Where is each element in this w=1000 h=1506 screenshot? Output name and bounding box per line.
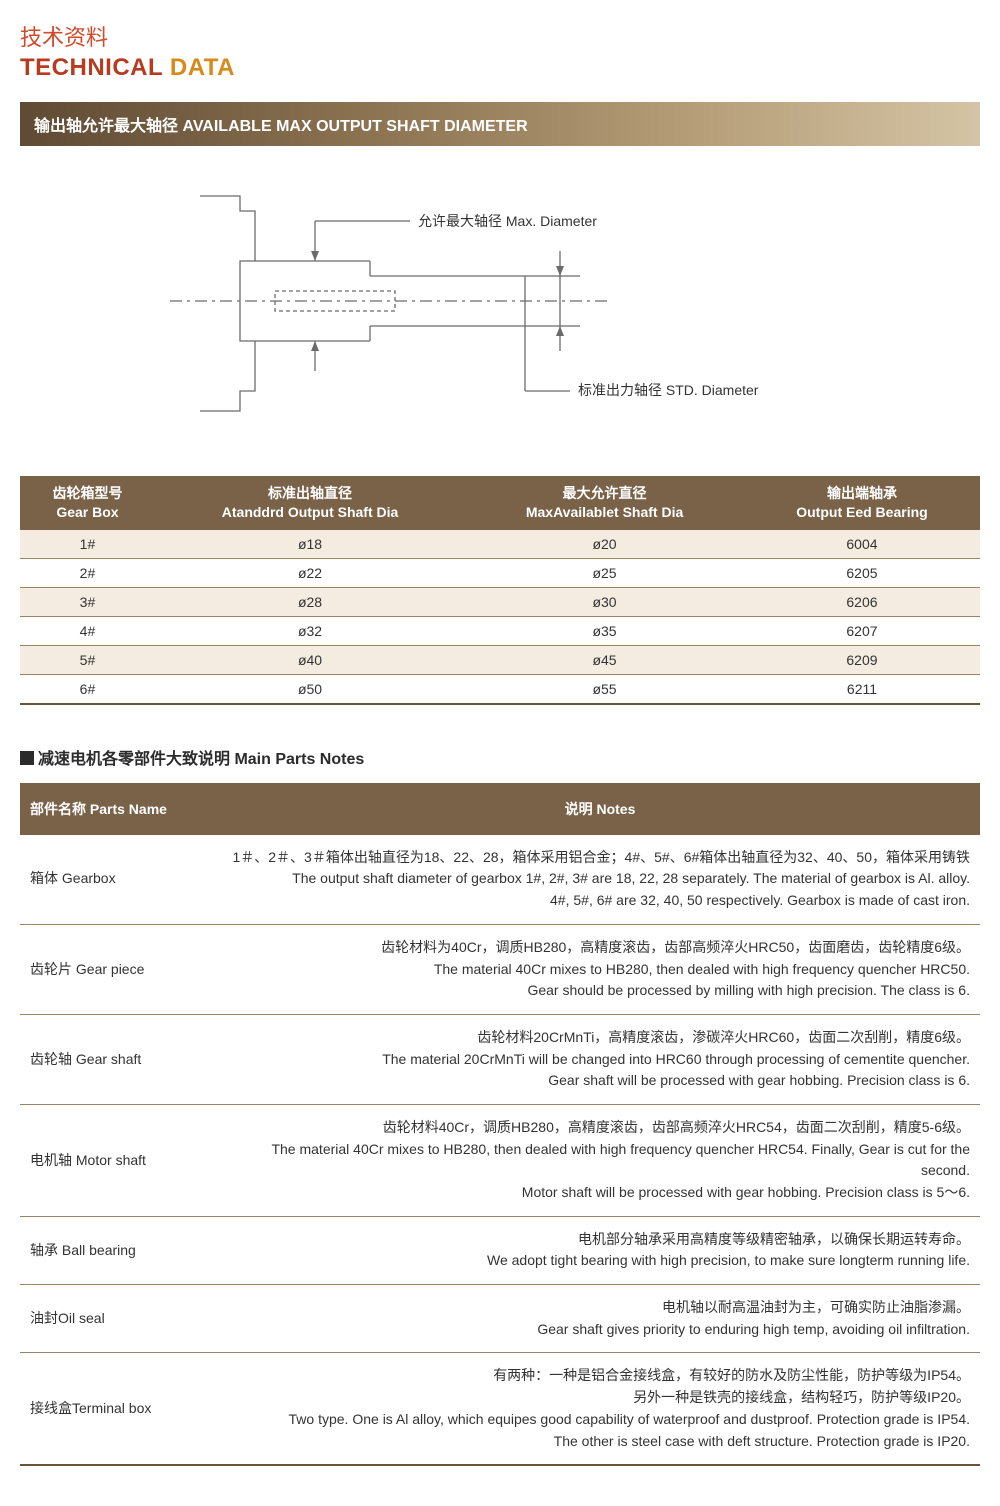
- table-row: 2#ø22ø256205: [20, 558, 980, 587]
- parts-notes-heading: 减速电机各零部件大致说明 Main Parts Notes: [20, 745, 980, 769]
- part-note-cell: 有两种：一种是铝合金接线盒，有较好的防水及防尘性能，防护等级为IP54。另外一种…: [220, 1353, 980, 1465]
- square-bullet-icon: [20, 751, 34, 765]
- table-cell: 1#: [20, 530, 155, 559]
- table-cell: 5#: [20, 645, 155, 674]
- table-cell: ø32: [155, 616, 465, 645]
- table-row: 6#ø50ø556211: [20, 674, 980, 704]
- table-cell: 4#: [20, 616, 155, 645]
- part-note-cell: 齿轮材料为40Cr，调质HB280，高精度滚齿，齿部高频淬火HRC50，齿面磨齿…: [220, 924, 980, 1014]
- part-name-cell: 电机轴 Motor shaft: [20, 1104, 220, 1216]
- table-cell: 6207: [744, 616, 980, 645]
- table-row: 齿轮轴 Gear shaft齿轮材料20CrMnTi，高精度滚齿，渗碳淬火HRC…: [20, 1014, 980, 1104]
- table-cell: ø40: [155, 645, 465, 674]
- table-cell: ø22: [155, 558, 465, 587]
- table-row: 3#ø28ø306206: [20, 587, 980, 616]
- table-row: 箱体 Gearbox1＃、2＃、3＃箱体出轴直径为18、22、28，箱体采用铝合…: [20, 835, 980, 925]
- part-name-cell: 箱体 Gearbox: [20, 835, 220, 925]
- shaft-th-1: 标准出轴直径Atanddrd Output Shaft Dia: [155, 476, 465, 530]
- table-cell: ø50: [155, 674, 465, 704]
- shaft-table: 齿轮箱型号Gear Box标准出轴直径Atanddrd Output Shaft…: [20, 476, 980, 705]
- notes-table: 部件名称 Parts Name 说明 Notes 箱体 Gearbox1＃、2＃…: [20, 783, 980, 1466]
- title-en-word1: TECHNICAL: [20, 54, 163, 81]
- diagram-std-label: 标准出力轴径 STD. Diameter: [578, 382, 759, 398]
- table-cell: 6209: [744, 645, 980, 674]
- table-row: 接线盒Terminal box有两种：一种是铝合金接线盒，有较好的防水及防尘性能…: [20, 1353, 980, 1465]
- shaft-diagram-svg: 允许最大轴径 Max. Diameter 标准出力轴径 STD. Diamete…: [140, 166, 860, 446]
- notes-header-notes: 说明 Notes: [220, 783, 980, 835]
- shaft-table-head: 齿轮箱型号Gear Box标准出轴直径Atanddrd Output Shaft…: [20, 476, 980, 530]
- diagram-max-label: 允许最大轴径 Max. Diameter: [418, 213, 597, 229]
- page-title-en: TECHNICAL DATA: [20, 54, 980, 82]
- table-row: 1#ø18ø206004: [20, 530, 980, 559]
- part-name-cell: 接线盒Terminal box: [20, 1353, 220, 1465]
- table-row: 轴承 Ball bearing电机部分轴承采用高精度等级精密轴承，以确保长期运转…: [20, 1216, 980, 1284]
- table-cell: 6211: [744, 674, 980, 704]
- parts-notes-heading-text: 减速电机各零部件大致说明 Main Parts Notes: [38, 751, 364, 768]
- table-cell: 6#: [20, 674, 155, 704]
- table-cell: ø28: [155, 587, 465, 616]
- table-cell: ø25: [465, 558, 744, 587]
- part-note-cell: 电机部分轴承采用高精度等级精密轴承，以确保长期运转寿命。We adopt tig…: [220, 1216, 980, 1284]
- table-row: 齿轮片 Gear piece齿轮材料为40Cr，调质HB280，高精度滚齿，齿部…: [20, 924, 980, 1014]
- table-cell: ø55: [465, 674, 744, 704]
- part-name-cell: 齿轮轴 Gear shaft: [20, 1014, 220, 1104]
- table-cell: ø35: [465, 616, 744, 645]
- table-row: 5#ø40ø456209: [20, 645, 980, 674]
- part-name-cell: 轴承 Ball bearing: [20, 1216, 220, 1284]
- section-header-bar: 输出轴允许最大轴径 AVAILABLE MAX OUTPUT SHAFT DIA…: [20, 102, 980, 146]
- table-cell: 6206: [744, 587, 980, 616]
- part-note-cell: 齿轮材料20CrMnTi，高精度滚齿，渗碳淬火HRC60，齿面二次刮削，精度6级…: [220, 1014, 980, 1104]
- shaft-th-2: 最大允许直径MaxAvailablet Shaft Dia: [465, 476, 744, 530]
- title-en-word2: DATA: [170, 54, 235, 81]
- shaft-th-0: 齿轮箱型号Gear Box: [20, 476, 155, 530]
- table-cell: 2#: [20, 558, 155, 587]
- table-cell: ø18: [155, 530, 465, 559]
- part-name-cell: 齿轮片 Gear piece: [20, 924, 220, 1014]
- table-cell: 6004: [744, 530, 980, 559]
- table-row: 4#ø32ø356207: [20, 616, 980, 645]
- shaft-table-body: 1#ø18ø2060042#ø22ø2562053#ø28ø3062064#ø3…: [20, 530, 980, 704]
- table-row: 电机轴 Motor shaft齿轮材料40Cr，调质HB280，高精度滚齿，齿部…: [20, 1104, 980, 1216]
- shaft-th-3: 输出端轴承Output Eed Bearing: [744, 476, 980, 530]
- table-cell: ø20: [465, 530, 744, 559]
- part-note-cell: 齿轮材料40Cr，调质HB280，高精度滚齿，齿部高频淬火HRC54，齿面二次刮…: [220, 1104, 980, 1216]
- notes-header-parts: 部件名称 Parts Name: [20, 783, 220, 835]
- page-title-cn: 技术资料: [20, 20, 980, 52]
- shaft-diagram: 允许最大轴径 Max. Diameter 标准出力轴径 STD. Diamete…: [20, 166, 980, 446]
- table-cell: ø45: [465, 645, 744, 674]
- table-cell: 3#: [20, 587, 155, 616]
- table-cell: ø30: [465, 587, 744, 616]
- part-note-cell: 1＃、2＃、3＃箱体出轴直径为18、22、28，箱体采用铝合金；4#、5#、6#…: [220, 835, 980, 925]
- table-cell: 6205: [744, 558, 980, 587]
- notes-table-body: 箱体 Gearbox1＃、2＃、3＃箱体出轴直径为18、22、28，箱体采用铝合…: [20, 835, 980, 1465]
